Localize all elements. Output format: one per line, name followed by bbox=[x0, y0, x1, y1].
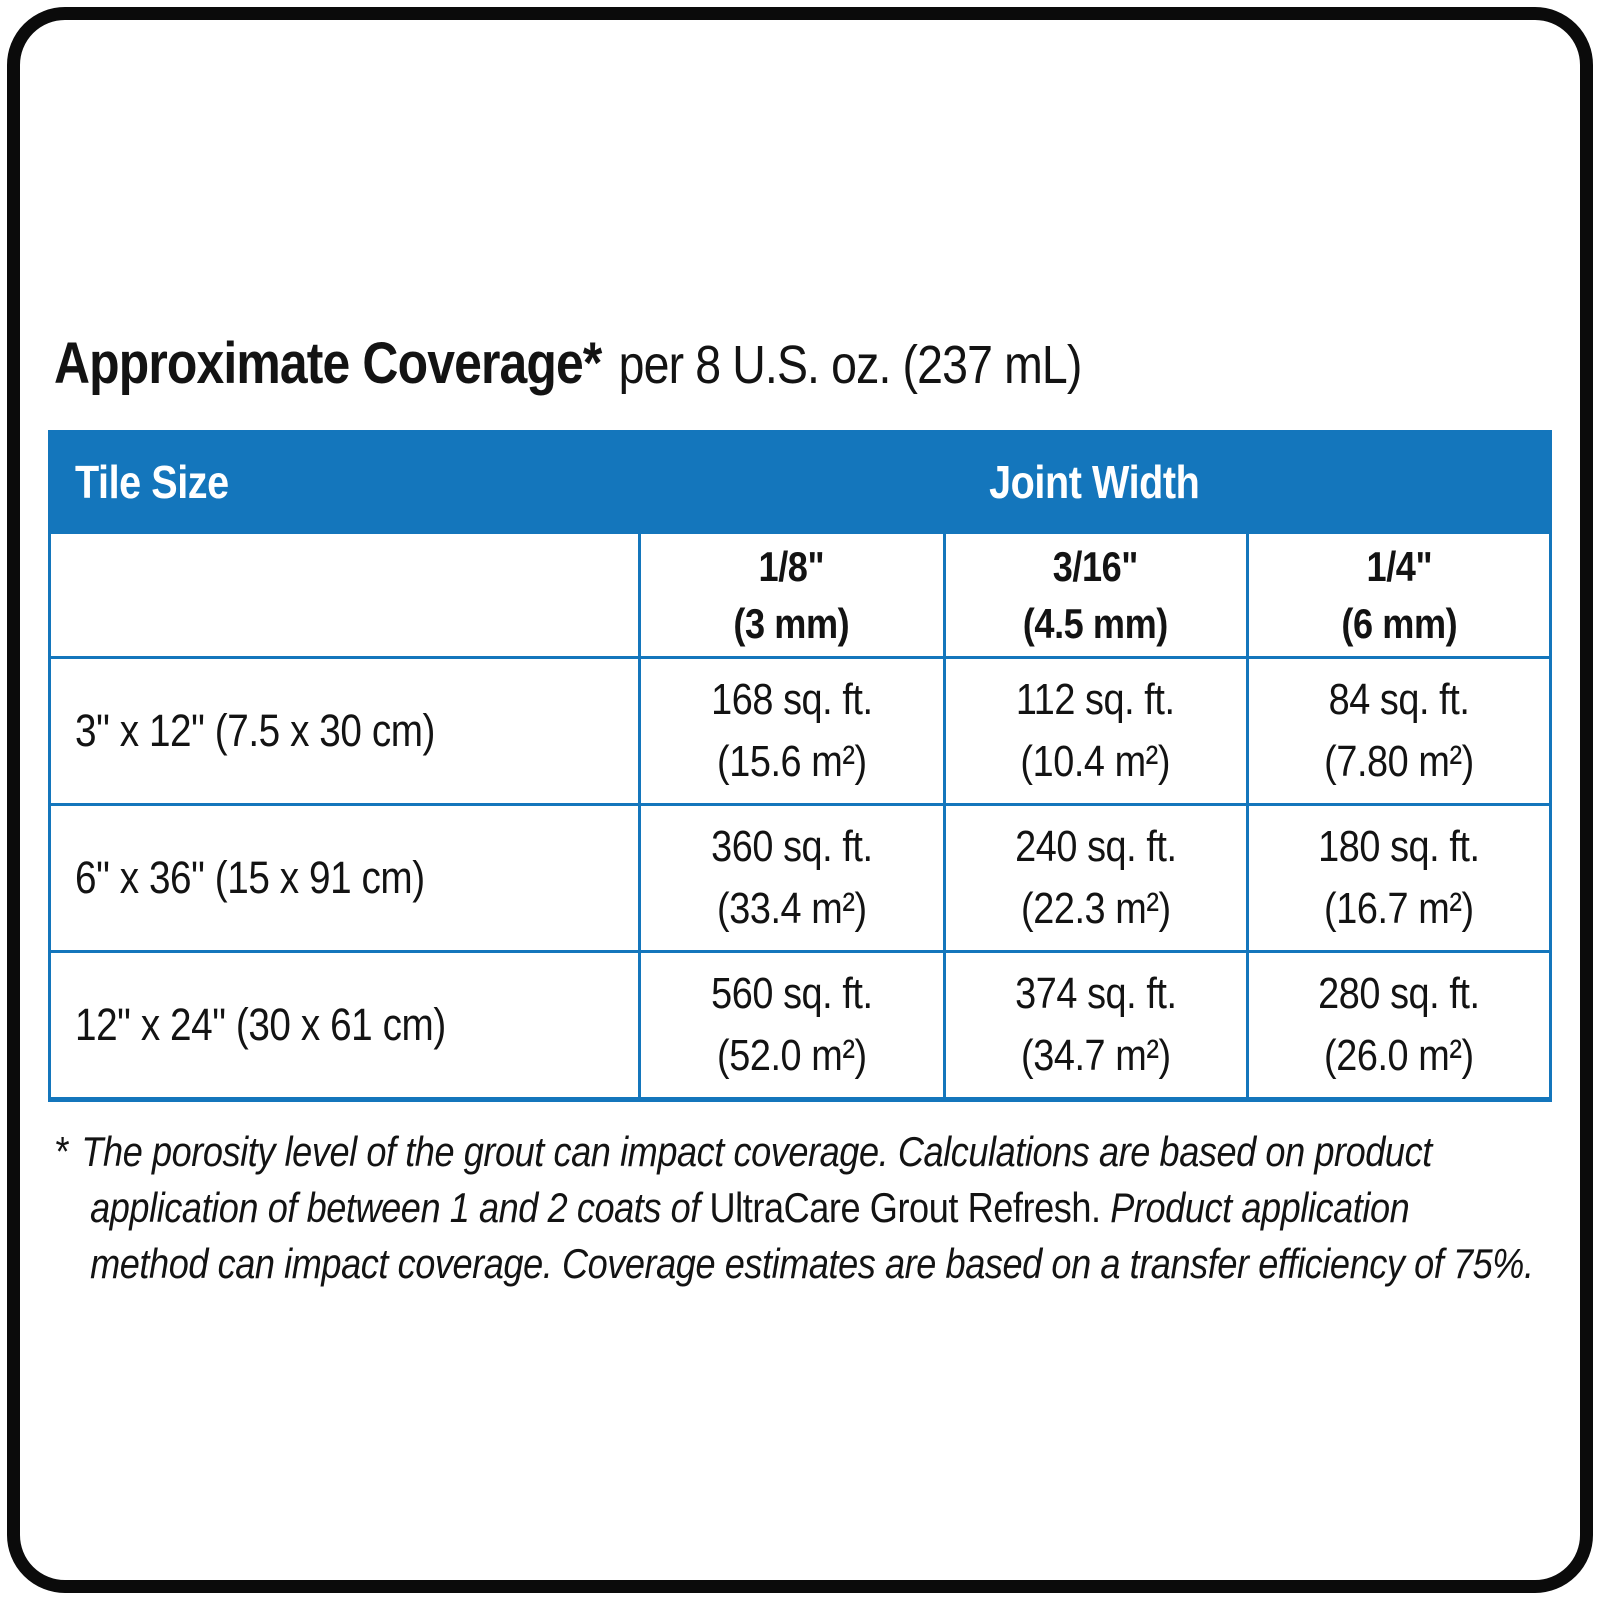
coverage-cell: 240 sq. ft. (22.3 m²) bbox=[942, 803, 1249, 953]
subheader-empty-cell bbox=[48, 531, 641, 659]
footnote-text: method can impact coverage. Coverage est… bbox=[90, 1240, 1534, 1287]
coverage-sqm: (7.80 m²) bbox=[1324, 737, 1474, 786]
coverage-sqft: 280 sq. ft. bbox=[1318, 969, 1480, 1018]
header-joint-width: Joint Width bbox=[639, 431, 1551, 533]
product-name: UltraCare Grout Refresh. bbox=[709, 1184, 1101, 1231]
coverage-sqft: 560 sq. ft. bbox=[711, 969, 873, 1018]
joint-width-inches: 1/4" bbox=[1366, 543, 1432, 590]
page-subtitle: per 8 U.S. oz. (237 mL) bbox=[618, 335, 1083, 395]
coverage-sqm: (34.7 m²) bbox=[1020, 1031, 1171, 1080]
coverage-cell: 280 sq. ft. (26.0 m²) bbox=[1245, 950, 1553, 1101]
coverage-sqm: (10.4 m²) bbox=[1020, 737, 1171, 786]
coverage-sqm: (26.0 m²) bbox=[1324, 1031, 1474, 1080]
footnote: * The porosity level of the grout can imp… bbox=[54, 1124, 1552, 1292]
subheader-joint-1: 1/8" (3 mm) bbox=[637, 531, 946, 659]
coverage-sqft: 374 sq. ft. bbox=[1014, 969, 1177, 1018]
coverage-cell: 168 sq. ft. (15.6 m²) bbox=[637, 656, 946, 806]
coverage-sqft: 240 sq. ft. bbox=[1014, 822, 1177, 871]
page-title: Approximate Coverage* bbox=[54, 331, 602, 396]
coverage-cell: 360 sq. ft. (33.4 m²) bbox=[637, 803, 946, 953]
joint-width-inches: 3/16" bbox=[1053, 543, 1139, 590]
footnote-line-1: * The porosity level of the grout can imp… bbox=[54, 1124, 1534, 1180]
coverage-sqm: (15.6 m²) bbox=[716, 737, 867, 786]
table-row: 6" x 36" (15 x 91 cm) 360 sq. ft. (33.4 … bbox=[48, 803, 1553, 953]
coverage-sqft: 112 sq. ft. bbox=[1016, 675, 1176, 724]
joint-width-metric: (4.5 mm) bbox=[1023, 600, 1169, 647]
tile-size-cell: 3" x 12" (7.5 x 30 cm) bbox=[48, 656, 641, 806]
coverage-sqm: (52.0 m²) bbox=[716, 1031, 867, 1080]
footnote-line-2: application of between 1 and 2 coats of … bbox=[54, 1180, 1534, 1236]
tile-size-cell: 12" x 24" (30 x 61 cm) bbox=[48, 950, 641, 1101]
coverage-cell: 112 sq. ft. (10.4 m²) bbox=[942, 656, 1249, 806]
coverage-sqft: 84 sq. ft. bbox=[1328, 675, 1470, 724]
coverage-table: Tile Size Joint Width 1/8" (3 mm) bbox=[48, 430, 1553, 1102]
joint-width-subheader-row: 1/8" (3 mm) 3/16" (4.5 mm) 1/4" (6 bbox=[48, 531, 1553, 659]
footnote-asterisk: * bbox=[54, 1128, 68, 1175]
header-tile-size: Tile Size bbox=[49, 431, 640, 533]
coverage-sqft: 168 sq. ft. bbox=[711, 675, 873, 724]
coverage-sqm: (33.4 m²) bbox=[716, 884, 867, 933]
subheader-joint-3: 1/4" (6 mm) bbox=[1245, 531, 1553, 659]
joint-width-inches: 1/8" bbox=[758, 543, 825, 590]
joint-width-metric: (3 mm) bbox=[733, 600, 850, 647]
sheet-content: Approximate Coverage* per 8 U.S. oz. (237… bbox=[48, 330, 1553, 1292]
coverage-sqft: 360 sq. ft. bbox=[711, 822, 873, 871]
tile-size-cell: 6" x 36" (15 x 91 cm) bbox=[48, 803, 641, 953]
coverage-sqft: 180 sq. ft. bbox=[1318, 822, 1480, 871]
table-row: 3" x 12" (7.5 x 30 cm) 168 sq. ft. (15.6… bbox=[48, 656, 1553, 806]
footnote-line-3: method can impact coverage. Coverage est… bbox=[54, 1236, 1534, 1292]
joint-width-metric: (6 mm) bbox=[1340, 600, 1457, 647]
footnote-text: The porosity level of the grout can impa… bbox=[81, 1128, 1432, 1175]
coverage-cell: 180 sq. ft. (16.7 m²) bbox=[1245, 803, 1553, 953]
coverage-cell: 84 sq. ft. (7.80 m²) bbox=[1245, 656, 1553, 806]
footnote-text: Product application bbox=[1100, 1184, 1410, 1231]
coverage-cell: 560 sq. ft. (52.0 m²) bbox=[637, 950, 946, 1101]
subheader-joint-2: 3/16" (4.5 mm) bbox=[942, 531, 1249, 659]
table-row: 12" x 24" (30 x 61 cm) 560 sq. ft. (52.0… bbox=[48, 950, 1553, 1101]
coverage-cell: 374 sq. ft. (34.7 m²) bbox=[942, 950, 1249, 1101]
coverage-sqm: (16.7 m²) bbox=[1324, 884, 1474, 933]
footnote-text: application of between 1 and 2 coats of bbox=[90, 1184, 710, 1231]
coverage-sqm: (22.3 m²) bbox=[1020, 884, 1171, 933]
table-header-row: Tile Size Joint Width bbox=[49, 431, 1551, 533]
title-row: Approximate Coverage* per 8 U.S. oz. (237… bbox=[54, 330, 1552, 396]
